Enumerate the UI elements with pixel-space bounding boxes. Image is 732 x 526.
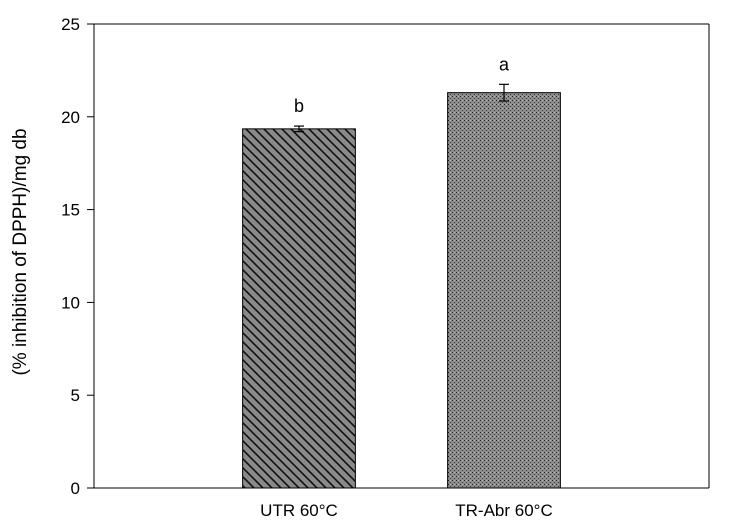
y-tick-label: 20 xyxy=(61,108,80,127)
y-tick-label: 25 xyxy=(61,15,80,34)
significance-label: a xyxy=(499,54,510,74)
bar-utr-60c xyxy=(242,128,356,489)
x-category-label: TR-Abr 60°C xyxy=(455,501,552,520)
significance-labels: ba xyxy=(294,54,510,116)
bar-tr-abr-60c xyxy=(447,92,561,489)
significance-label: b xyxy=(294,96,304,116)
error-bars xyxy=(294,83,509,133)
y-tick-label: 5 xyxy=(71,386,80,405)
y-axis-title: (% inhibition of DPPH)/mg db xyxy=(10,128,31,375)
y-tick-label: 0 xyxy=(71,479,80,498)
y-tick-label: 15 xyxy=(61,201,80,220)
y-tick-label: 10 xyxy=(61,293,80,312)
x-category-label: UTR 60°C xyxy=(260,501,338,520)
y-axis-ticks: 0 5 10 15 20 25 xyxy=(61,15,94,498)
x-axis-category-labels: UTR 60°C TR-Abr 60°C xyxy=(260,501,553,520)
bars xyxy=(242,92,561,489)
